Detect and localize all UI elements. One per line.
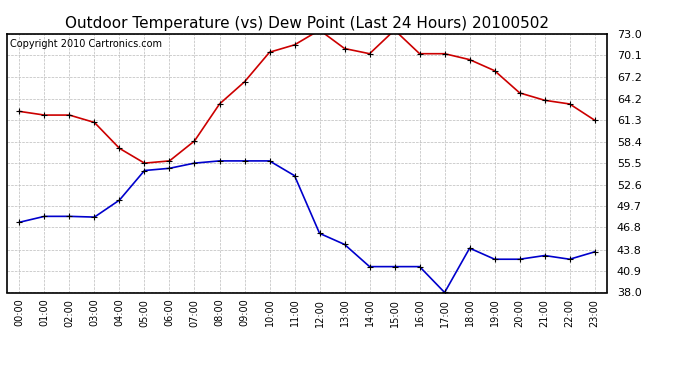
Title: Outdoor Temperature (vs) Dew Point (Last 24 Hours) 20100502: Outdoor Temperature (vs) Dew Point (Last… [65,16,549,31]
Text: Copyright 2010 Cartronics.com: Copyright 2010 Cartronics.com [10,39,162,49]
